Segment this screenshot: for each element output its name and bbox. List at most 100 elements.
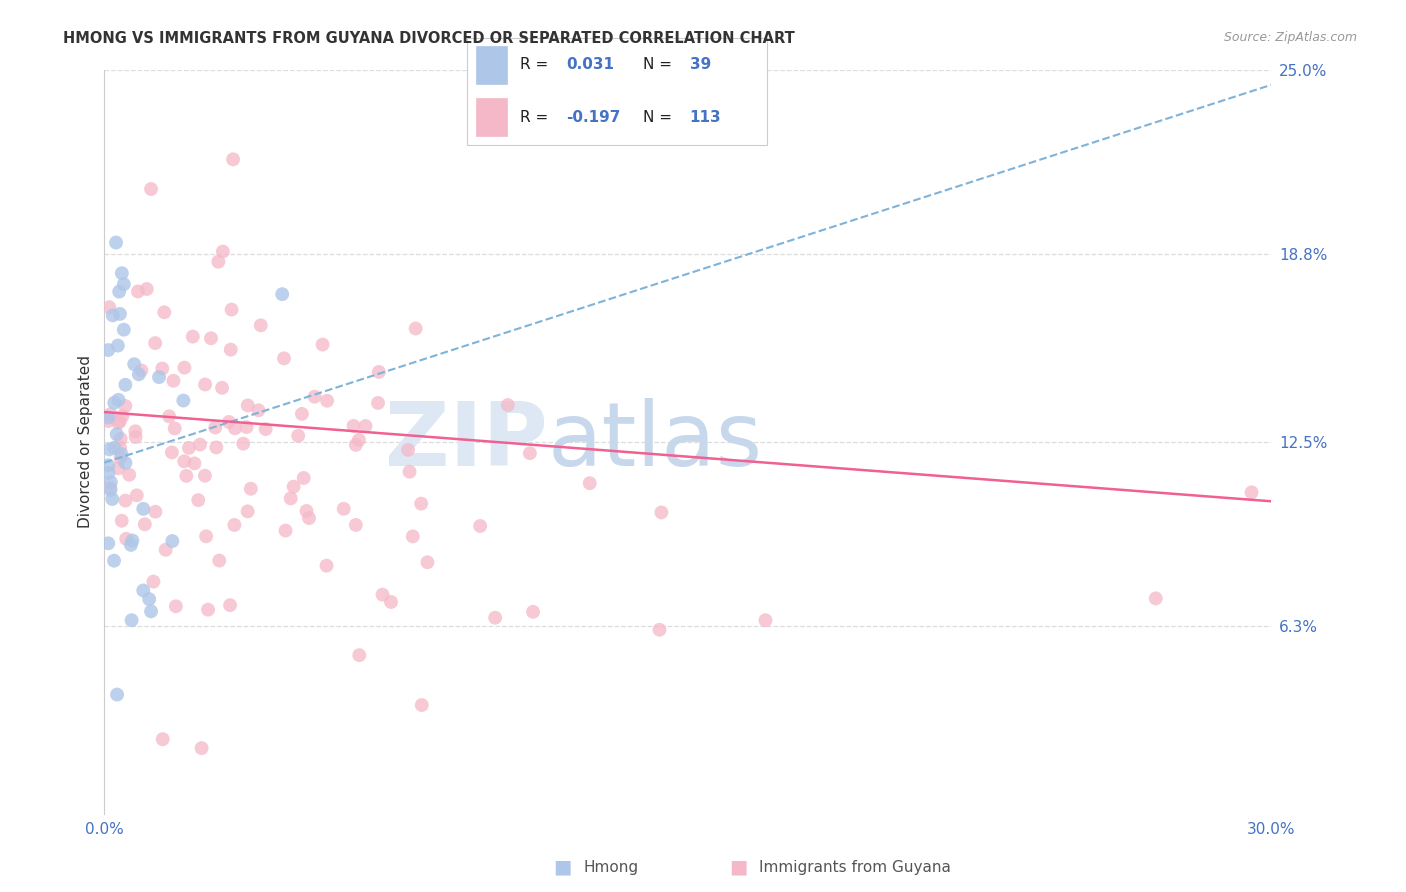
Text: Source: ZipAtlas.com: Source: ZipAtlas.com [1223, 31, 1357, 45]
Point [101, 491, 124, 506]
Point [110, 432, 132, 446]
Point [97, 410, 120, 425]
Point [311, 337, 333, 351]
Point [103, 395, 125, 409]
Point [124, 430, 146, 444]
Point [292, 471, 315, 485]
Point [204, 420, 226, 434]
Point [98, 442, 121, 457]
Point [371, 588, 394, 602]
Point [103, 554, 125, 568]
Point [97, 414, 120, 428]
Point [271, 287, 294, 301]
Point [190, 741, 212, 756]
Point [181, 329, 204, 343]
Point [100, 483, 122, 497]
Point [150, 361, 173, 376]
Text: HMONG VS IMMIGRANTS FROM GUYANA DIVORCED OR SEPARATED CORRELATION CHART: HMONG VS IMMIGRANTS FROM GUYANA DIVORCED… [63, 31, 794, 46]
Point [135, 282, 157, 296]
Point [235, 420, 257, 434]
Text: N =: N = [644, 57, 678, 72]
Point [103, 441, 125, 455]
Point [274, 524, 297, 538]
Point [396, 442, 419, 457]
Point [236, 399, 259, 413]
Text: 113: 113 [690, 110, 721, 125]
Point [100, 481, 122, 495]
Point [98, 300, 121, 314]
Bar [477, 98, 508, 136]
Point [125, 488, 148, 502]
Point [114, 493, 136, 508]
Point [208, 553, 231, 567]
Point [97, 466, 120, 480]
Bar [477, 45, 508, 84]
Point [118, 467, 141, 482]
Point [112, 277, 135, 292]
Point [650, 505, 672, 519]
Text: Immigrants from Guyana: Immigrants from Guyana [759, 860, 950, 874]
Point [349, 648, 371, 663]
Point [194, 468, 217, 483]
Point [111, 514, 134, 528]
Point [304, 390, 326, 404]
Point [1144, 591, 1167, 606]
Point [97, 458, 120, 473]
Point [398, 465, 420, 479]
Point [315, 558, 337, 573]
Point [194, 377, 217, 392]
Point [134, 517, 156, 532]
Point [142, 574, 165, 589]
Point [347, 433, 370, 447]
Point [218, 415, 240, 429]
Y-axis label: Divorced or Separated: Divorced or Separated [79, 355, 93, 528]
Point [105, 427, 128, 442]
Point [114, 377, 136, 392]
Point [108, 414, 131, 428]
Point [165, 599, 187, 614]
Point [162, 534, 184, 549]
Point [316, 393, 339, 408]
Text: ■: ■ [728, 857, 748, 877]
Point [122, 357, 145, 371]
Point [411, 698, 433, 712]
Point [173, 360, 195, 375]
Point [128, 368, 150, 382]
Point [107, 338, 129, 352]
Point [143, 336, 166, 351]
Point [219, 343, 242, 357]
Point [139, 604, 162, 618]
Point [224, 421, 246, 435]
Point [176, 468, 198, 483]
Point [219, 598, 242, 612]
Point [295, 504, 318, 518]
Text: ■: ■ [553, 857, 572, 877]
Point [207, 254, 229, 268]
Point [187, 493, 209, 508]
Text: -0.197: -0.197 [567, 110, 620, 125]
Point [101, 309, 124, 323]
Point [344, 517, 367, 532]
Point [197, 602, 219, 616]
Point [110, 447, 132, 461]
Point [100, 475, 122, 490]
Point [405, 321, 427, 335]
Point [115, 532, 138, 546]
Point [132, 501, 155, 516]
Point [496, 398, 519, 412]
Point [132, 583, 155, 598]
Point [105, 688, 128, 702]
Point [367, 396, 389, 410]
Point [205, 441, 228, 455]
Point [249, 318, 271, 333]
Point [111, 409, 134, 423]
Point [195, 529, 218, 543]
Point [157, 409, 180, 424]
Text: 39: 39 [690, 57, 711, 72]
Point [138, 592, 160, 607]
Point [287, 429, 309, 443]
Text: R =: R = [520, 110, 553, 125]
Point [108, 285, 131, 299]
Point [114, 399, 136, 413]
Point [648, 623, 671, 637]
